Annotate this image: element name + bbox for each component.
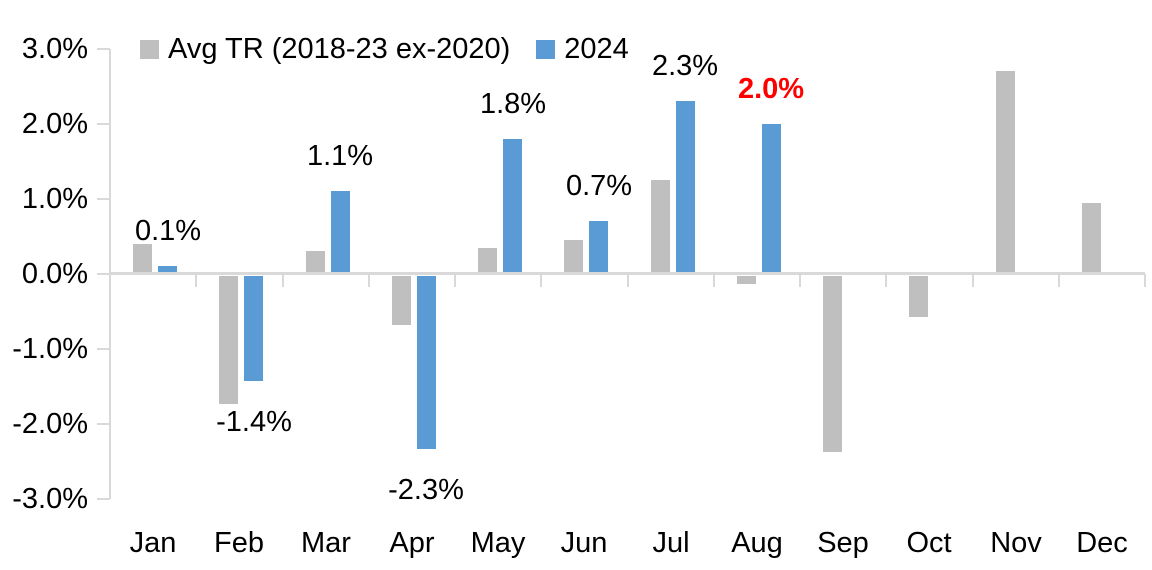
- x-axis-label-nov: Nov: [990, 527, 1042, 559]
- x-axis-tick-mark: [109, 274, 111, 287]
- bar-2024-jan: [158, 266, 177, 274]
- y-axis-tick-mark: [97, 123, 110, 125]
- y-axis-tick-mark: [97, 198, 110, 200]
- legend-swatch-avg-tr: [140, 40, 159, 59]
- bar-avg-tr-jul: [651, 180, 670, 274]
- x-axis-label-apr: Apr: [389, 527, 435, 559]
- x-axis-tick-mark: [367, 274, 370, 287]
- y-axis-tick-mark: [97, 498, 110, 500]
- x-axis-line: [110, 272, 1145, 275]
- legend-item-avg-tr: Avg TR (2018-23 ex-2020): [140, 33, 510, 66]
- x-axis-label-jul: Jul: [652, 527, 690, 559]
- x-axis-tick-mark: [799, 274, 801, 287]
- data-label-jan: 0.1%: [134, 215, 202, 247]
- x-axis-tick-mark: [1057, 274, 1060, 287]
- data-label-feb: -1.4%: [216, 406, 292, 438]
- bar-2024-mar: [331, 191, 350, 274]
- bar-avg-tr-mar: [306, 251, 325, 274]
- bar-2024-jun: [589, 221, 608, 274]
- x-axis-label-mar: Mar: [301, 527, 351, 559]
- y-axis-tick-label: 3.0%: [21, 33, 88, 65]
- x-axis-tick-mark: [281, 274, 284, 287]
- x-axis-label-jun: Jun: [560, 527, 608, 559]
- legend-swatch-2024: [536, 40, 556, 59]
- bar-avg-tr-oct: [909, 276, 928, 317]
- bar-avg-tr-dec: [1082, 203, 1101, 274]
- y-axis-tick-mark: [97, 423, 110, 425]
- legend-label-2024: 2024: [564, 33, 629, 65]
- y-axis-tick-label: -2.0%: [12, 408, 88, 440]
- y-axis-tick-label: -3.0%: [12, 483, 88, 515]
- y-axis-tick-label: 2.0%: [21, 108, 88, 140]
- x-axis-label-may: May: [470, 527, 526, 559]
- x-axis-tick-mark: [626, 274, 629, 287]
- data-label-apr: -2.3%: [388, 474, 464, 506]
- bar-avg-tr-feb: [219, 276, 238, 404]
- x-axis-label-oct: Oct: [906, 527, 952, 559]
- bar-2024-jul: [676, 101, 695, 274]
- bar-avg-tr-jun: [564, 240, 583, 274]
- data-label-may: 1.8%: [479, 88, 547, 120]
- bar-avg-tr-jan: [133, 244, 152, 274]
- x-axis-tick-mark: [885, 274, 888, 287]
- y-axis-tick-mark: [97, 48, 110, 50]
- x-axis-tick-mark: [540, 274, 543, 287]
- x-axis-tick-mark: [1144, 274, 1146, 287]
- x-axis-tick-mark: [454, 274, 456, 287]
- x-axis-label-sep: Sep: [817, 527, 869, 559]
- legend: Avg TR (2018-23 ex-2020) 2024: [140, 33, 629, 66]
- x-axis-tick-mark: [712, 274, 715, 287]
- y-axis-tick-label: 1.0%: [21, 183, 88, 215]
- data-label-aug: 2.0%: [737, 73, 805, 105]
- y-axis-tick-label: 0.0%: [21, 258, 88, 290]
- y-axis-tick-mark: [97, 348, 110, 350]
- data-label-jun: 0.7%: [565, 170, 633, 202]
- y-axis-tick-label: -1.0%: [12, 333, 88, 365]
- legend-label-avg-tr: Avg TR (2018-23 ex-2020): [168, 33, 511, 65]
- bar-avg-tr-aug: [737, 276, 756, 284]
- x-axis-label-feb: Feb: [214, 527, 264, 559]
- bar-avg-tr-nov: [996, 71, 1015, 274]
- x-axis-label-dec: Dec: [1076, 527, 1128, 559]
- x-axis-label-aug: Aug: [731, 527, 783, 559]
- x-axis-tick-mark: [971, 274, 974, 287]
- bar-avg-tr-apr: [392, 276, 411, 325]
- x-axis-label-jan: Jan: [129, 527, 177, 559]
- data-label-jul: 2.3%: [651, 50, 719, 82]
- x-axis-tick-mark: [195, 274, 198, 287]
- bar-2024-may: [503, 139, 522, 274]
- bar-avg-tr-may: [478, 248, 497, 274]
- bar-2024-apr: [417, 276, 436, 449]
- y-axis-tick-mark: [97, 273, 110, 275]
- bar-avg-tr-sep: [823, 276, 842, 452]
- bar-2024-feb: [244, 276, 263, 381]
- legend-item-2024: 2024: [536, 33, 629, 66]
- data-label-mar: 1.1%: [306, 140, 374, 172]
- bar-2024-aug: [762, 124, 781, 274]
